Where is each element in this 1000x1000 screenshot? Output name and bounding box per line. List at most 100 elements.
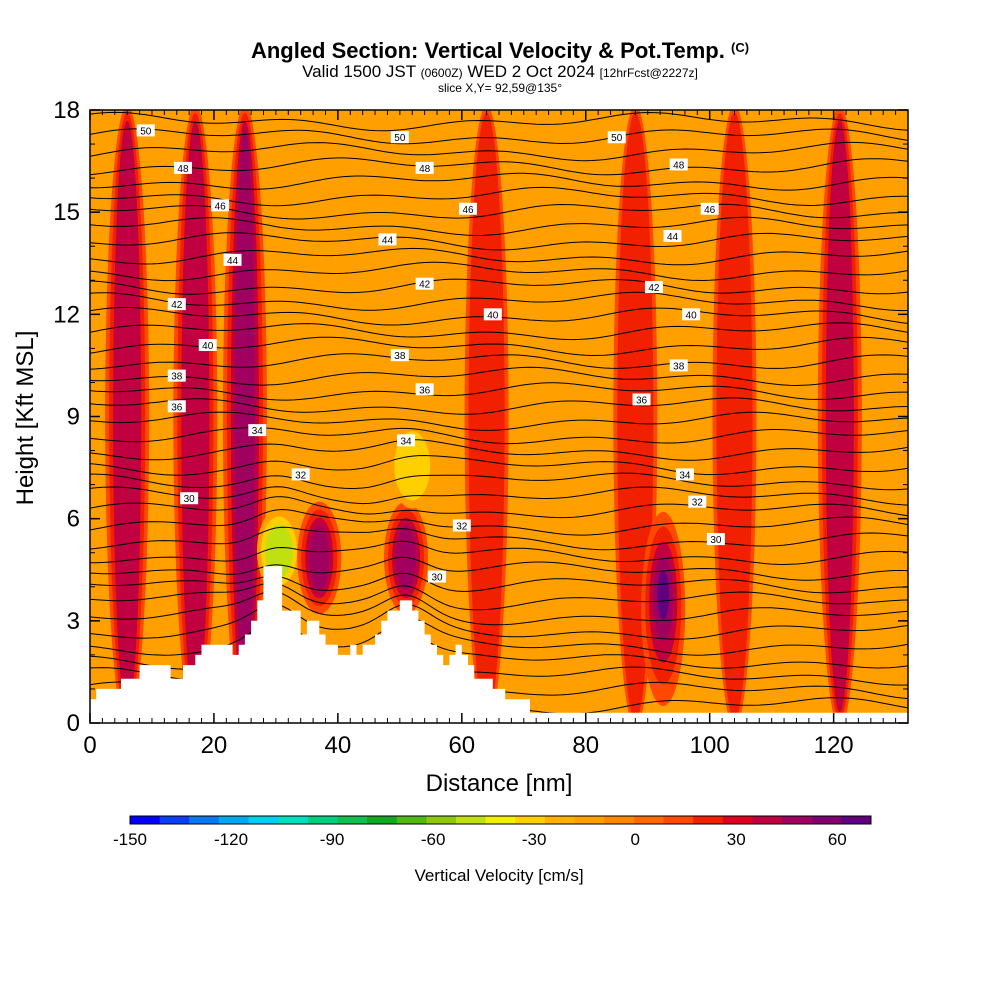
contour-label-bg [682,308,701,321]
contour-label: 42 [648,283,660,294]
contour-label-bg [700,202,719,215]
copyright-mark: (C) [731,40,750,55]
velocity-column [309,525,330,591]
velocity-column [113,121,142,712]
contour-label-bg [632,393,651,406]
contour-label-bg [211,199,230,212]
contour-label-bg [415,277,434,290]
contour-label: 32 [692,498,704,509]
theta-contour [90,582,908,611]
contour-label-bg [706,533,725,546]
contour-label: 36 [636,395,648,406]
y-tick-label: 0 [67,710,80,737]
theta-contour [90,439,908,461]
velocity-column [657,571,670,620]
velocity-column [468,113,505,720]
colorbar-swatch [485,816,516,824]
terrain [90,566,908,723]
velocity-column [234,129,255,704]
theta-contour [90,472,908,491]
contour-label: 40 [202,341,214,352]
x-tick-label: 120 [814,732,854,759]
contour-label: 48 [419,164,431,175]
y-tick-label: 3 [67,608,80,635]
colorbar-tick-label: -60 [421,830,446,849]
x-tick-label: 100 [690,732,730,759]
theta-contour [90,454,908,476]
contour-labels: 50 48 46 44 42 40 38 36 34 32 30 50 48 46 44 42 40 38 36 34… [136,124,725,584]
y-tick-label: 12 [53,301,80,328]
colorbar-tick-label: -120 [214,830,248,849]
colorbar-swatch [544,816,576,824]
x-tick-label: 60 [448,732,475,759]
contour-label: 44 [382,235,394,246]
chart-title: Angled Section: Vertical Velocity & Pot.… [0,36,1000,63]
contour-label-bg [644,281,663,294]
contour-label: 40 [487,310,499,321]
theta-contour [90,603,908,640]
contour-label-bg [428,570,447,583]
contour-label: 50 [140,126,152,137]
contour-label: 36 [419,385,431,396]
theta-contour [90,322,908,341]
contour-label: 38 [171,372,183,383]
contour-label-bg [390,349,409,362]
contour-label: 48 [177,164,189,175]
contour-label: 34 [400,436,412,447]
contour-label-bg [198,338,217,351]
theta-contour [90,556,908,581]
contour-label-bg [663,230,682,243]
theta-contour [90,261,908,282]
contour-label: 38 [394,351,406,362]
contour-label-bg [607,131,626,144]
colorbar: -150 -120 -90 -60 -30 0 30 60 [113,815,872,849]
contour-label-bg [675,468,694,481]
valid-time: Valid 1500 JST [302,62,416,81]
theta-contour [90,508,908,536]
contour-label-bg [173,161,192,174]
contour-label-bg [390,131,409,144]
colorbar-tick-label: -150 [113,830,147,849]
contour-label-bg [223,253,242,266]
contour-label: 42 [419,280,431,291]
contour-label-bg [459,202,478,215]
y-tick-label: 6 [67,506,80,533]
contour-label-bg [291,468,310,481]
slice-info: slice X,Y= 92,59@135° [437,81,563,95]
theta-contour [90,382,908,401]
velocity-column [394,431,431,501]
contour-label: 34 [252,426,264,437]
contour-label: 50 [394,133,406,144]
contour-label: 48 [673,160,685,171]
colorbar-swatch [278,816,309,824]
theta-contour [90,111,908,132]
colorbar-swatch [574,816,605,824]
colorbar-tick-label: 30 [727,830,746,849]
contour-label: 38 [673,361,685,372]
colorbar-swatch [811,816,842,824]
theta-contour [90,540,908,566]
contour-label-bg [669,158,688,171]
contour-label-bg [167,400,186,413]
contour-label-bg [378,233,397,246]
contour-label-bg [483,308,502,321]
contour-label: 40 [686,310,698,321]
y-tick-label: 18 [53,97,80,124]
contour-label-bg [180,492,199,505]
y-tick-label: 15 [53,199,80,226]
contour-label-bg [397,434,416,447]
theta-contour [90,128,908,145]
contour-label: 30 [431,573,443,584]
chart-title-block: Angled Section: Vertical Velocity & Pot.… [0,36,1000,95]
colorbar-tick-label: 60 [828,830,847,849]
contour-label: 46 [215,201,227,212]
contour-label: 46 [704,205,716,216]
x-tick-label: 20 [201,732,228,759]
theta-contour [90,141,908,162]
theta-contour [90,336,908,357]
colorbar-swatch [189,816,220,824]
contour-label: 32 [456,521,468,532]
colorbar-tick-label: -30 [522,830,547,849]
y-axis-label: Height [Kft MSL] [12,331,39,506]
